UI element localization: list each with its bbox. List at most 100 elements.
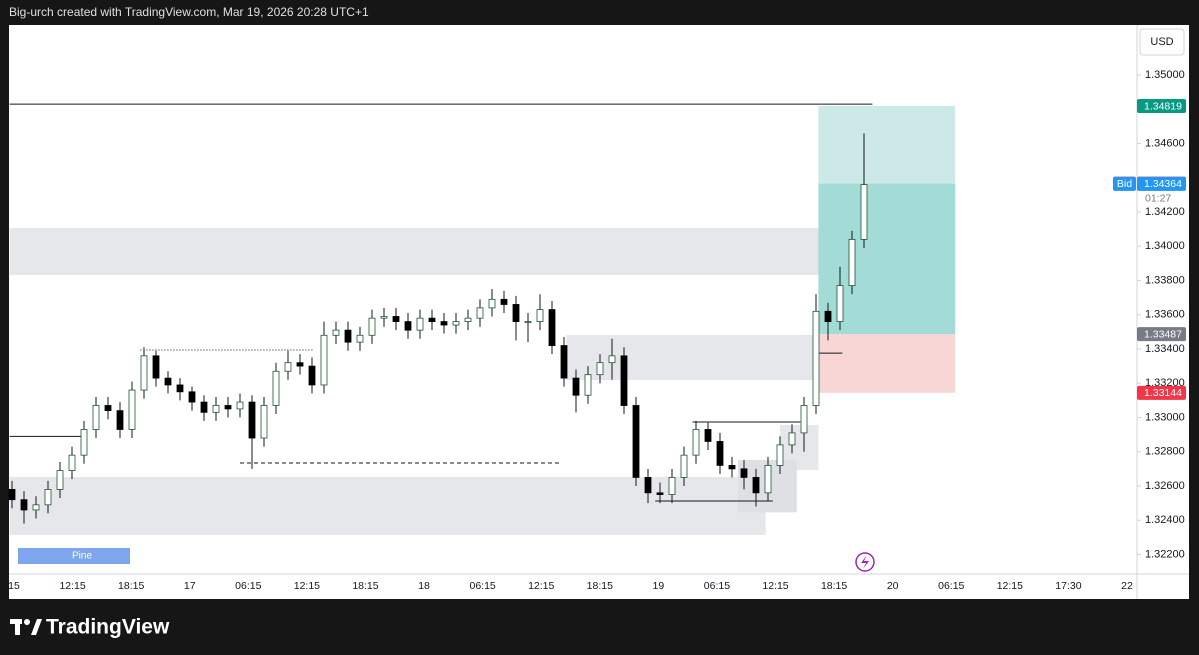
candle-body [404,321,412,331]
plot [8,103,956,535]
y-tick-label: 1.33000 [1145,411,1185,423]
candle-body [164,377,172,386]
candle-body [656,492,664,495]
candle-body [224,405,232,410]
candle-body [392,316,400,322]
zone [566,334,819,380]
candle-body [212,405,220,413]
candle-body [512,304,520,322]
candle-body [644,477,652,494]
candle-body [284,362,292,372]
zone [818,105,956,184]
alert-bolt [861,555,869,569]
candle-body [368,317,376,336]
candle-body [116,410,124,430]
x-tick-label: 19 [653,580,665,592]
price-label: 1.34364 [1144,178,1182,190]
badge-bg[interactable] [18,548,130,564]
y-tick-label: 1.33600 [1145,309,1185,321]
candle-body [812,310,820,406]
candle-body [44,489,52,506]
candle-body [380,316,388,319]
candle-body [716,441,724,466]
candle-body [440,321,448,326]
x-tick-label: 22 [1121,580,1133,592]
y-tick-label: 1.32400 [1145,514,1185,526]
candle-body [104,405,112,412]
alert-icon[interactable] [855,552,875,572]
y-tick-label: 1.34200 [1145,206,1185,218]
candle-body [272,370,280,406]
candle-body [824,310,832,322]
candle-body [704,429,712,442]
x-tick-label: 18:15 [352,580,378,592]
candle-body [320,334,328,386]
candle-body [200,401,208,413]
price-label: 1.33487 [1144,328,1182,340]
header: Big-urch created with TradingView.com, M… [9,5,369,19]
candle-body [356,334,364,343]
y-tick-label: 1.32800 [1145,446,1185,458]
candle-body [848,238,856,287]
price-label-bg [1137,327,1186,342]
candle-body [140,355,148,391]
candle-body [464,317,472,322]
price-label: 1.33144 [1144,387,1182,399]
candle-body [776,444,784,466]
candle-body [80,429,88,456]
x-tick-label: 12:15 [528,580,554,592]
x-tick-label: 12:15 [997,580,1023,592]
candle-body [836,285,844,322]
countdown: 01:27 [1145,193,1171,205]
candle-body [764,465,772,494]
currency-box[interactable] [1139,28,1185,56]
candle-body [476,307,484,319]
candle-body [584,374,592,396]
x-tick-label: 12:15 [762,580,788,592]
logo-mark [10,619,42,635]
price-tag: Bid [1117,178,1132,190]
candle-body [620,355,628,406]
price-label-bg [1137,176,1186,191]
y-tick-label: 1.33400 [1145,343,1185,355]
candle-body [548,309,556,346]
y-tick-label: 1.35000 [1145,69,1185,81]
zone [818,334,956,393]
candle-body [416,317,424,331]
candle-body [860,184,868,240]
candle-body [152,355,160,379]
candle-body [188,391,196,403]
candle-body [680,454,688,478]
y-tick-label: 1.34600 [1145,137,1185,149]
candle-body [608,355,616,364]
candle-body [128,389,136,430]
currency[interactable]: USD [1150,36,1173,48]
candle-body [176,384,184,393]
candle-body [752,477,760,494]
y-tick-label: 1.32600 [1145,480,1185,492]
candle-body [572,377,580,396]
x-tick-label: 06:15 [704,580,730,592]
candle-body [692,429,700,456]
candle-body [668,477,676,495]
candle-body [332,329,340,336]
x-tick-label: 18 [418,580,430,592]
candle-body [56,470,64,490]
candle-body [8,489,16,501]
price-label: 1.34819 [1144,100,1182,112]
x-tick-label: 12:15 [59,580,85,592]
candle-body [800,405,808,434]
candle-body [788,432,796,446]
candle-body [236,401,244,410]
candle-body [308,365,316,386]
price-label-bg [1137,98,1186,113]
candle-body [92,405,100,430]
badge[interactable]: Pine [72,551,92,562]
candle-body [500,298,508,305]
candle-body [488,298,496,309]
y-tick-label: 1.34000 [1145,240,1185,252]
x-tick-label: 18:15 [587,580,613,592]
x-tick-label: 06:15 [938,580,964,592]
candle-body [20,499,28,511]
